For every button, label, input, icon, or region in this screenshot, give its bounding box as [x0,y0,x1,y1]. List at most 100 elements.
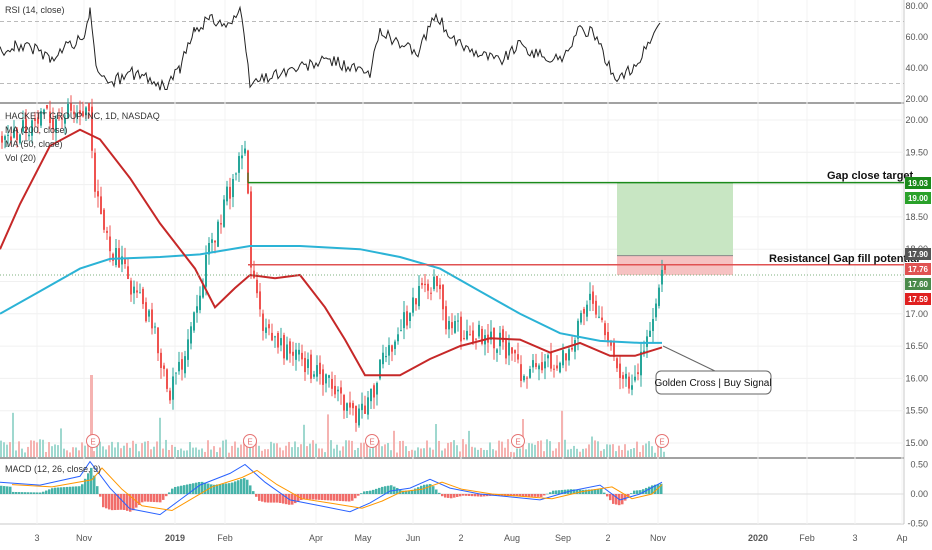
volume-bar [189,441,191,457]
macd-histogram-bar [426,484,429,494]
macd-histogram-bar [255,494,258,497]
candle-body [400,330,402,332]
volume-bar [609,444,611,457]
macd-histogram-bar [396,487,399,494]
macd-histogram-bar [339,494,342,501]
candle-body [358,408,360,426]
candle-body [322,369,324,385]
macd-histogram-bar [141,494,144,503]
volume-bar [459,451,461,457]
candle-body [232,179,234,198]
volume-bar [138,451,140,457]
candle-body [631,385,633,390]
volume-bar [318,448,320,457]
ma200-line [0,245,662,344]
candle-body [202,284,204,298]
macd-histogram-bar [201,481,204,494]
macd-histogram-bar [477,494,480,497]
candle-body [85,107,87,116]
volume-bar [624,444,626,457]
volume-bar [6,444,8,457]
volume-bar [411,449,413,457]
macd-histogram-bar [156,494,159,503]
price-tag-box [905,293,931,305]
macd-histogram-bar [126,494,129,511]
macd-histogram-bar [111,494,114,511]
volume-bar [210,449,212,457]
rsi-legend: RSI (14, close) [5,5,65,15]
time-tick-label: May [354,533,372,543]
macd-histogram-bar [9,486,12,494]
rsi-line [0,5,661,91]
ma200-legend: MA (200, close) [5,125,68,135]
time-tick-label: Nov [650,533,667,543]
candle-body [373,385,375,398]
macd-histogram-bar [408,490,411,494]
macd-signal-line [11,467,663,512]
macd-histogram-bar [165,494,168,497]
macd-histogram-bar [453,494,456,498]
volume-bar [294,441,296,457]
macd-histogram-bar [549,492,552,494]
candle-body [307,359,309,368]
macd-histogram-bar [399,489,402,494]
macd-histogram-bar [93,475,96,494]
candle-body [313,374,315,377]
price-tag-label: 17.76 [908,265,929,274]
time-tick-label: 3 [852,533,857,543]
price-tick-label: 19.50 [905,147,928,157]
macd-histogram-bar [411,489,414,494]
time-tick-label: 3 [34,533,39,543]
volume-bar [258,445,260,457]
macd-histogram-bar [423,484,426,494]
volume-bar [531,443,533,457]
macd-histogram-bar [363,491,366,494]
volume-bar [405,446,407,457]
volume-bar [507,439,509,457]
earnings-marker-label: E [369,438,374,447]
candle-body [427,283,429,291]
volume-bar [222,440,224,457]
time-tick-label: Feb [217,533,233,543]
candle-body [529,368,531,378]
volume-bar [360,442,362,457]
volume-bar [306,446,308,457]
volume-bar [432,449,434,457]
volume-bar [492,449,494,457]
macd-histogram-bar [636,490,639,494]
resistance-annotation: Resistance| Gap fill potential [769,253,919,265]
candle-body [475,338,477,340]
candle-body [82,111,84,117]
volume-bar [417,447,419,457]
volume-bar [525,449,527,457]
volume-bar [621,449,623,457]
macd-histogram-bar [606,494,609,497]
candle-body [565,353,567,361]
candle-body [25,118,27,134]
volume-bar [21,448,23,457]
candle-body [442,284,444,310]
macd-histogram-bar [15,491,18,494]
volume-bar [333,448,335,457]
candle-body [67,103,69,119]
volume-bar [84,445,86,457]
candle-body [574,340,576,352]
volume-bar [324,452,326,457]
volume-bar [246,442,248,457]
volume-bar [618,445,620,457]
macd-histogram-bar [582,489,585,494]
candle-body [193,312,195,331]
candle-body [355,405,357,423]
macd-histogram-bar [96,486,99,494]
macd-histogram-bar [144,494,147,502]
volume-bar [75,447,77,457]
vol-legend: Vol (20) [5,153,36,163]
candle-body [148,310,150,317]
candle-body [241,155,243,159]
volume-bar [564,439,566,457]
volume-bar [465,444,467,457]
candle-body [391,345,393,352]
volume-bar [27,446,29,457]
candle-body [97,191,99,197]
candle-body [556,365,558,369]
